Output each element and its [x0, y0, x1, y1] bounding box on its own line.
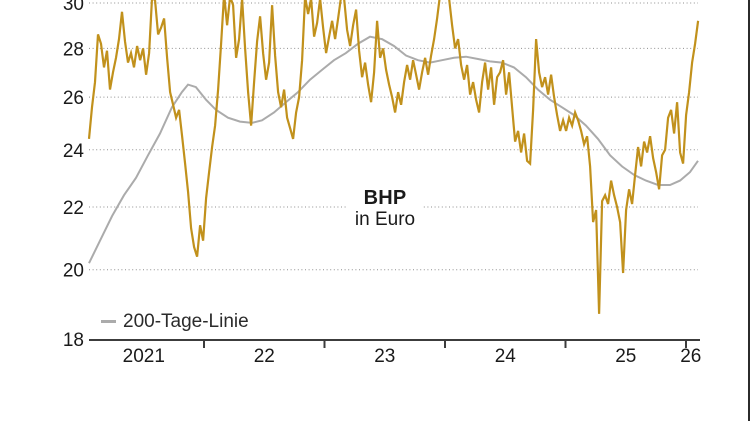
- legend-ma-label: 200-Tage-Linie: [123, 311, 249, 332]
- ma-line-swatch: [101, 320, 116, 323]
- y-axis-label-24: 24: [63, 141, 85, 162]
- y-axis-label-20: 20: [63, 261, 84, 282]
- y-axis-label-26: 26: [63, 88, 84, 109]
- right-edge-border: [748, 0, 750, 421]
- x-axis-label-23: 23: [374, 346, 395, 367]
- y-axis-label-18: 18: [63, 330, 84, 351]
- ma-200-line: [88, 35, 699, 264]
- chart-subtitle: in Euro: [354, 209, 416, 230]
- x-axis-label-22: 22: [254, 346, 275, 367]
- y-axis-label-22: 22: [63, 198, 84, 219]
- price-line: [87, 0, 700, 314]
- y-axis-label-30: 30: [63, 0, 84, 15]
- x-axis-label-25: 25: [615, 346, 636, 367]
- legend: 200-Tage-Linie: [101, 311, 249, 332]
- y-axis-label-28: 28: [63, 39, 84, 60]
- x-axis-label-24: 24: [495, 346, 517, 367]
- chart-title: BHP: [363, 187, 407, 209]
- x-axis-label-26: 26: [680, 346, 701, 367]
- chart-title-block: BHP in Euro: [348, 186, 422, 232]
- x-axis-label-2021: 2021: [123, 346, 165, 367]
